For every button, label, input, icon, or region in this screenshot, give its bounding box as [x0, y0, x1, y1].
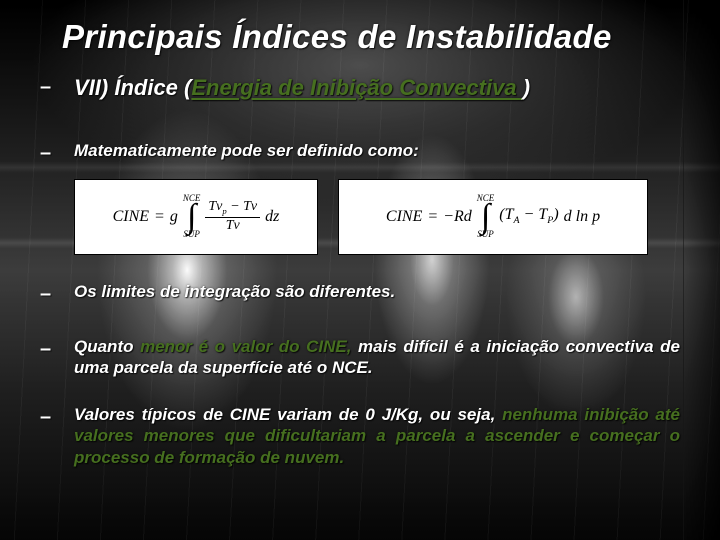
bullet-text: Os limites de integração são diferentes.	[74, 281, 395, 302]
bullet-1: – VII) Índice (Energia de Inibição Conve…	[40, 74, 680, 102]
slide: Principais Índices de Instabilidade – VI…	[0, 0, 720, 540]
eq-equals: =	[427, 208, 438, 226]
paren-term: (TA − TP)	[499, 206, 558, 226]
int-lower: SUP	[477, 230, 494, 239]
frac-num: Tvp − Tv	[205, 200, 260, 218]
equation-2: CINE = −Rd NCE ∫ SUP (TA − TP) d ln p	[386, 194, 600, 239]
slide-title: Principais Índices de Instabilidade	[62, 18, 680, 56]
bullet-text: Matematicamente pode ser definido como:	[74, 140, 419, 161]
integral-icon: NCE ∫ SUP	[183, 194, 201, 239]
eq-lhs: CINE	[113, 208, 149, 226]
bullet-5: – Valores típicos de CINE variam de 0 J/…	[40, 404, 680, 468]
eq-coeff: −Rd	[443, 208, 472, 226]
bullet-2: – Matematicamente pode ser definido como…	[40, 140, 680, 165]
bullet-4: – Quanto menor é o valor do CINE, mais d…	[40, 336, 680, 379]
bullet-text: Quanto menor é o valor do CINE, mais dif…	[74, 336, 680, 379]
text-part: Quanto	[74, 337, 140, 356]
eq-equals: =	[154, 208, 165, 226]
int-lower: SUP	[183, 230, 200, 239]
eq-lhs: CINE	[386, 208, 422, 226]
bullet-list: – VII) Índice (Energia de Inibição Conve…	[40, 74, 680, 165]
bullet-dash: –	[40, 338, 54, 361]
equation-figure: CINE = g NCE ∫ SUP Tvp − Tv Tv dz CINE =…	[74, 179, 680, 255]
bullet-dash: –	[40, 406, 54, 429]
frac-den: Tv	[226, 218, 240, 234]
int-symbol: ∫	[481, 203, 490, 230]
integral-icon: NCE ∫ SUP	[477, 194, 495, 239]
equation-box-1: CINE = g NCE ∫ SUP Tvp − Tv Tv dz	[74, 179, 318, 255]
text-part-highlight: menor é o valor do CINE,	[140, 337, 351, 356]
equation-box-2: CINE = −Rd NCE ∫ SUP (TA − TP) d ln p	[338, 179, 648, 255]
equation-1: CINE = g NCE ∫ SUP Tvp − Tv Tv dz	[113, 194, 280, 239]
bullet-dash: –	[40, 142, 54, 165]
bullet-3: – Os limites de integração são diferente…	[40, 281, 680, 306]
bullet-dash: –	[40, 283, 54, 306]
text-part: )	[523, 75, 530, 100]
eq-coeff: g	[170, 208, 178, 226]
text-part-highlight: Energia de Inibição Convectiva	[191, 75, 522, 100]
eq-trail: dz	[265, 208, 279, 226]
bullet-text: Valores típicos de CINE variam de 0 J/Kg…	[74, 404, 680, 468]
bullet-list-lower: – Os limites de integração são diferente…	[40, 281, 680, 468]
bullet-text: VII) Índice (Energia de Inibição Convect…	[74, 74, 530, 102]
bullet-dash: –	[40, 76, 54, 99]
text-part: Valores típicos de CINE variam de 0 J/Kg…	[74, 405, 502, 424]
fraction: Tvp − Tv Tv	[205, 200, 260, 234]
int-symbol: ∫	[187, 203, 196, 230]
eq-trail: d ln p	[564, 208, 600, 226]
text-part: VII) Índice (	[74, 75, 191, 100]
